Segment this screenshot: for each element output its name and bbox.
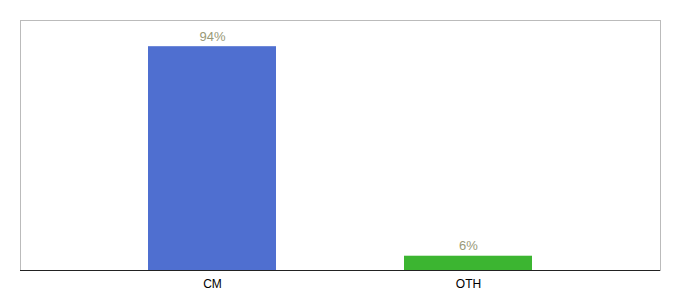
svg-text:OTH: OTH (456, 277, 481, 291)
svg-text:94%: 94% (199, 29, 225, 44)
svg-text:CM: CM (203, 277, 222, 291)
svg-text:6%: 6% (459, 238, 478, 253)
